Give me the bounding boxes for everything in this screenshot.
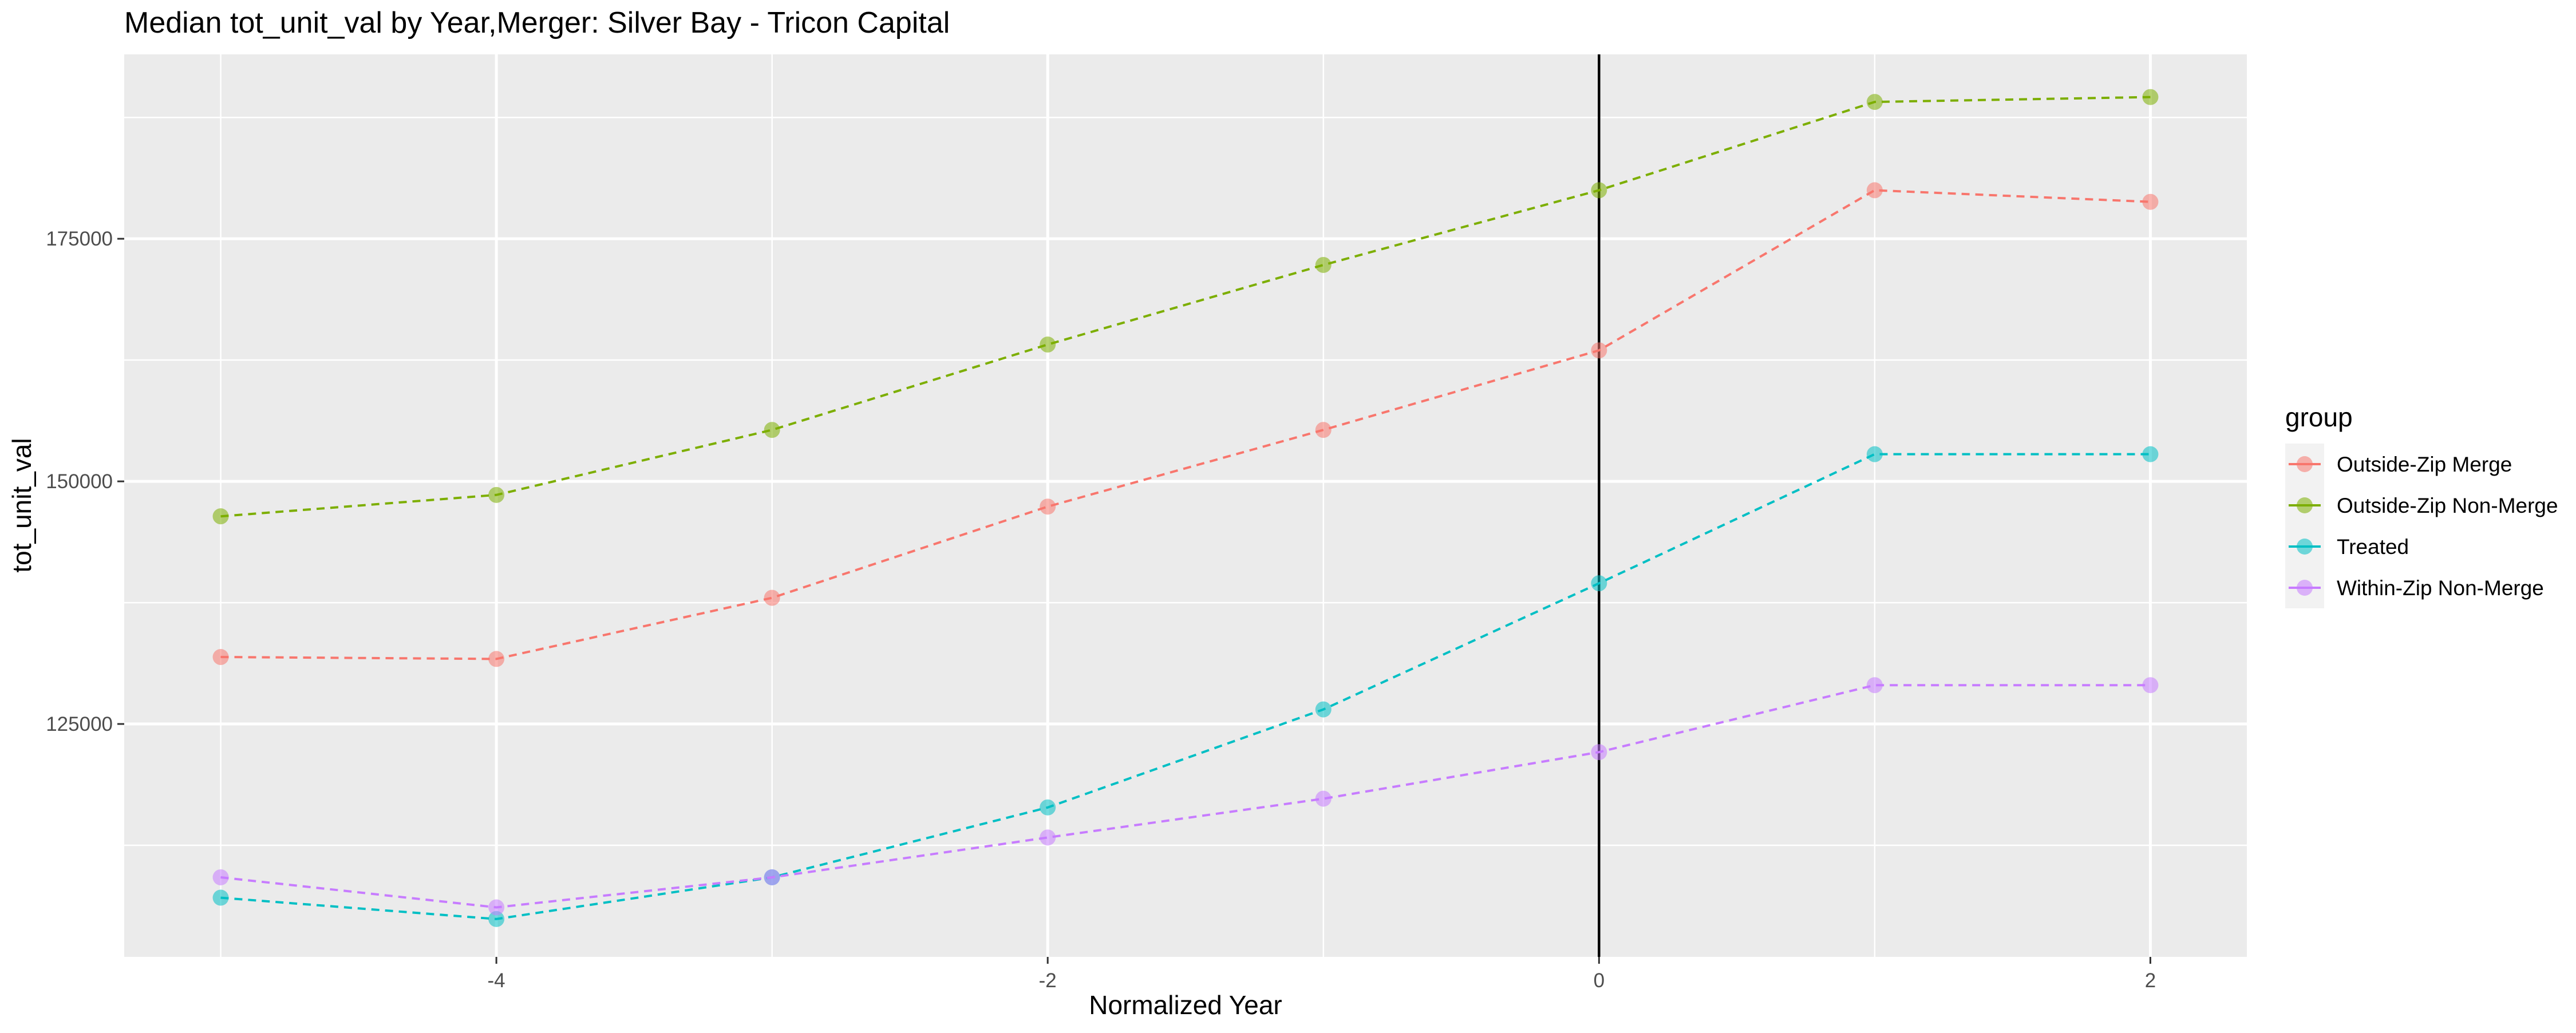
data-point — [488, 651, 505, 667]
data-point — [2142, 446, 2159, 462]
series-line — [220, 189, 2151, 660]
legend-label: Outside-Zip Non-Merge — [2337, 494, 2558, 517]
data-point — [212, 508, 229, 525]
legend-item: Outside-Zip Non-Merge — [2285, 485, 2558, 526]
legend-item: Outside-Zip Merge — [2285, 444, 2512, 485]
legend-title: group — [2285, 402, 2353, 432]
plot-panel — [124, 54, 2247, 957]
data-point — [1591, 182, 1607, 199]
legend-item: Treated — [2285, 526, 2409, 567]
series-line — [220, 453, 2151, 920]
data-point — [764, 422, 780, 438]
axis-layer: -4 -2 0 2 125000 150000 175000 — [46, 228, 2156, 992]
data-point — [1315, 790, 1332, 807]
x-tick-label: 0 — [1594, 969, 1605, 992]
data-point — [1866, 677, 1883, 694]
data-point — [1040, 799, 1056, 816]
data-point — [1591, 744, 1607, 761]
data-point — [1315, 422, 1332, 438]
data-point — [488, 486, 505, 503]
legend-key-point — [2297, 456, 2313, 472]
series-line — [220, 684, 2151, 909]
x-tick-label: -4 — [488, 969, 505, 992]
x-tick-label: -2 — [1039, 969, 1057, 992]
y-tick-label: 125000 — [46, 713, 113, 735]
data-point — [1315, 701, 1332, 718]
data-point — [1315, 256, 1332, 273]
series-within-zip-non-merge — [212, 677, 2159, 916]
legend-label: Outside-Zip Merge — [2337, 453, 2512, 476]
data-point — [212, 649, 229, 666]
legend-label: Treated — [2337, 535, 2409, 559]
data-point — [1591, 342, 1607, 359]
data-point — [2142, 89, 2159, 105]
data-point — [1591, 575, 1607, 592]
series-treated — [212, 446, 2159, 927]
data-point — [488, 899, 505, 916]
data-point — [212, 889, 229, 906]
legend-items: Outside-Zip Merge Outside-Zip Non-Merge Tr… — [2285, 444, 2558, 608]
data-point — [1040, 498, 1056, 515]
chart-title: Median tot_unit_val by Year,Merger: Silv… — [124, 6, 950, 39]
legend-key-point — [2297, 539, 2313, 555]
legend-key-point — [2297, 497, 2313, 513]
data-point — [1866, 94, 1883, 110]
data-point — [488, 911, 505, 927]
data-point — [1040, 829, 1056, 846]
data-point — [2142, 193, 2159, 210]
series-line — [220, 96, 2151, 518]
y-axis-title: tot_unit_val — [7, 438, 37, 572]
y-tick-label: 150000 — [46, 470, 113, 493]
legend-key-point — [2297, 580, 2313, 596]
y-tick-label: 175000 — [46, 228, 113, 250]
data-point — [764, 589, 780, 606]
x-axis-title: Normalized Year — [1089, 990, 1282, 1020]
series-outside-zip-non-merge — [212, 89, 2159, 525]
data-point — [212, 869, 229, 885]
data-point — [2142, 677, 2159, 694]
data-point — [1866, 446, 1883, 462]
legend-label: Within-Zip Non-Merge — [2337, 576, 2544, 600]
data-point — [1866, 182, 1883, 199]
x-tick-label: 2 — [2145, 969, 2156, 992]
legend: group Outside-Zip Merge Outside-Zip Non-M… — [2285, 402, 2558, 608]
data-point — [764, 869, 780, 885]
series-outside-zip-merge — [212, 182, 2159, 667]
series-layer — [212, 89, 2159, 927]
data-point — [1040, 337, 1056, 353]
legend-item: Within-Zip Non-Merge — [2285, 567, 2544, 608]
